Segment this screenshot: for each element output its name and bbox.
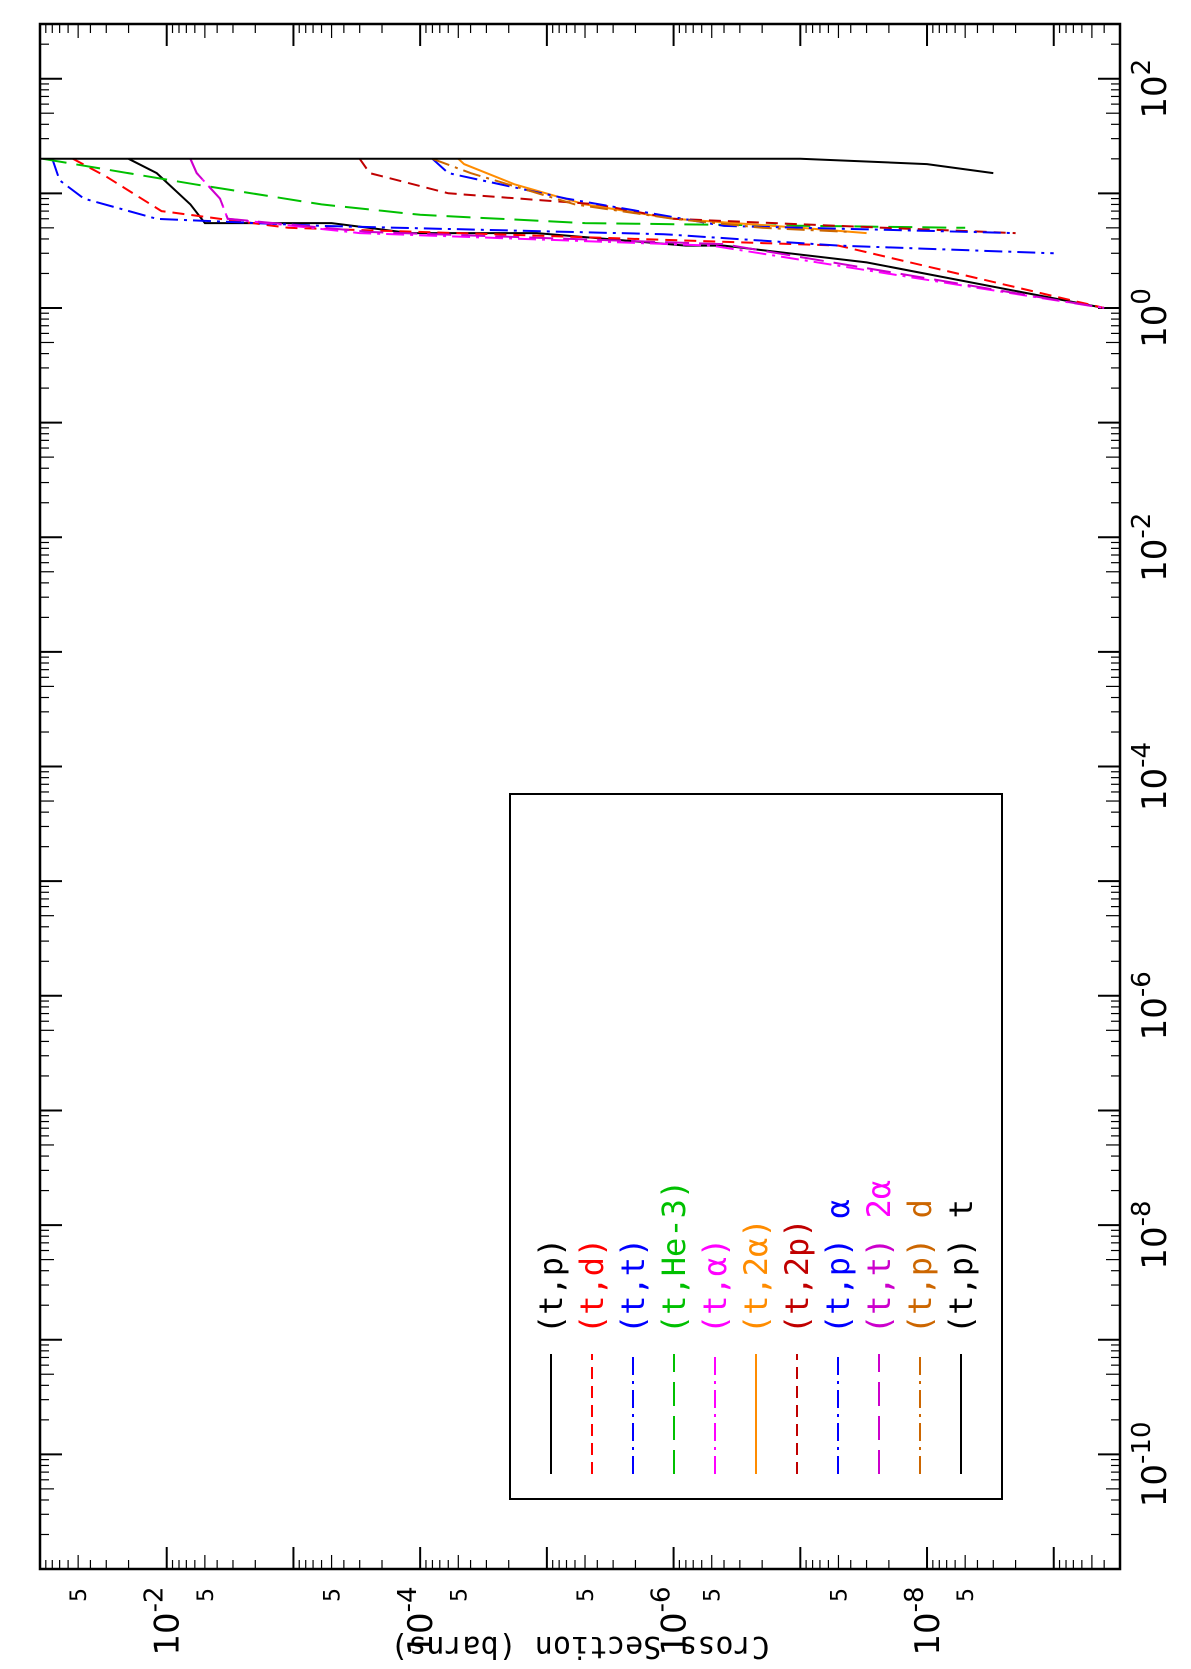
legend-entry-7: (t,2p) <box>778 1218 816 1334</box>
y-minor-label: 5 <box>194 1588 219 1602</box>
legend-entry-1: (t,p) <box>532 1238 570 1334</box>
x-tick-label: 102 <box>1127 59 1175 119</box>
y-minor-label: 5 <box>954 1588 979 1602</box>
axis-ticks <box>39 23 1121 1570</box>
legend-entry-8: (t,p) α <box>819 1199 857 1334</box>
series-line-2 <box>72 157 1105 309</box>
series-lines <box>40 157 1105 309</box>
y-tick-label: 10-8 <box>900 1586 948 1655</box>
y-minor-label: 5 <box>827 1588 852 1602</box>
series-line-3 <box>51 158 1054 255</box>
legend-entry-11: (t,p) t <box>942 1199 980 1334</box>
x-tick-label: 100 <box>1127 288 1175 348</box>
legend-entry-5: (t,α) <box>696 1238 734 1334</box>
series-line-11 <box>40 157 994 175</box>
x-tick-label: 10-4 <box>1127 742 1175 811</box>
legend-box <box>509 793 1003 1500</box>
y-minor-label: 5 <box>447 1588 472 1602</box>
x-tick-label: 10-6 <box>1127 971 1175 1040</box>
y-minor-label: 5 <box>574 1588 599 1602</box>
y-minor-label: 5 <box>67 1588 92 1602</box>
series-line-8 <box>431 158 1016 235</box>
axis-tick-labels: 10-10 10-8 10-6 10-4 10-2 100 102 10-8 10-6 10-4 1… <box>67 59 1175 1656</box>
plot-frame <box>38 22 1122 1571</box>
y-tick-label: 10-4 <box>393 1586 441 1655</box>
legend-entry-10: (t,p) d <box>901 1199 939 1334</box>
y-axis-label: Cross Section (barns) <box>390 1629 769 1664</box>
x-tick-label: 10-10 <box>1127 1421 1175 1507</box>
series-line-9 <box>189 158 1105 309</box>
y-tick-label: 10-6 <box>647 1586 695 1655</box>
y-minor-label: 5 <box>701 1588 726 1602</box>
legend-entry-4: (t,He-3) <box>655 1180 693 1334</box>
y-tick-label: 10-2 <box>140 1586 188 1655</box>
legend-entry-9: (t,t) 2α <box>860 1180 898 1334</box>
rotated-plot: 10-10 10-8 10-6 10-4 10-2 100 102 10-8 10-6 10-4 1… <box>38 22 1175 1664</box>
series-line-10 <box>432 157 851 233</box>
legend-entry-3: (t,t) <box>614 1238 652 1334</box>
legend-entry-2: (t,d) <box>573 1238 611 1334</box>
legend-entry-6: (t,2α) <box>737 1218 775 1334</box>
y-minor-label: 5 <box>321 1588 346 1602</box>
legend: (t,p) (t,d) (t,t) (t,He-3) (t,α) (t,2α) (t,2p)… <box>509 793 1003 1500</box>
x-tick-label: 10-2 <box>1127 513 1175 582</box>
x-tick-label: 10-8 <box>1127 1200 1175 1269</box>
